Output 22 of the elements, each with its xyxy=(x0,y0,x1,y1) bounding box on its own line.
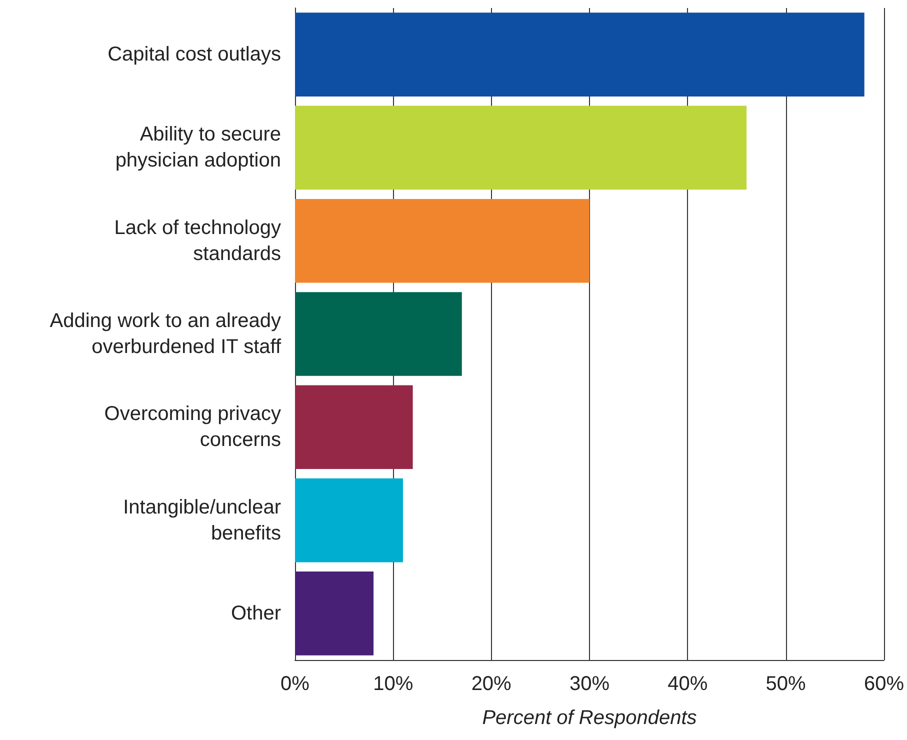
bar xyxy=(295,12,864,96)
x-tick-label: 30% xyxy=(569,673,610,695)
bar xyxy=(295,198,590,283)
x-tick-label: 60% xyxy=(864,673,904,695)
y-tick-label: Ability to secure physician adoption xyxy=(115,124,281,172)
x-tick-label: 10% xyxy=(373,673,414,695)
x-tick-label: 20% xyxy=(471,673,512,695)
y-tick-label: Other xyxy=(230,602,282,624)
x-tick-label: 40% xyxy=(668,673,708,695)
bar xyxy=(295,292,462,376)
y-tick-label: Adding work to an already overburdened IT staff xyxy=(50,310,282,358)
y-tick-label: Overcoming privacy concerns xyxy=(104,403,281,452)
bar xyxy=(295,385,413,470)
y-tick-label: Capital cost outlays xyxy=(108,44,281,66)
bar xyxy=(295,478,403,562)
x-tick-label: 0% xyxy=(280,673,310,695)
y-tick-label: Lack of technology standards xyxy=(114,216,281,265)
bar xyxy=(295,106,747,190)
bar xyxy=(295,572,374,656)
x-axis-title: Percent of Respondents xyxy=(482,707,697,729)
x-tick-label: 50% xyxy=(766,673,806,695)
y-tick-label: Intangible/unclear benefits xyxy=(123,496,282,544)
